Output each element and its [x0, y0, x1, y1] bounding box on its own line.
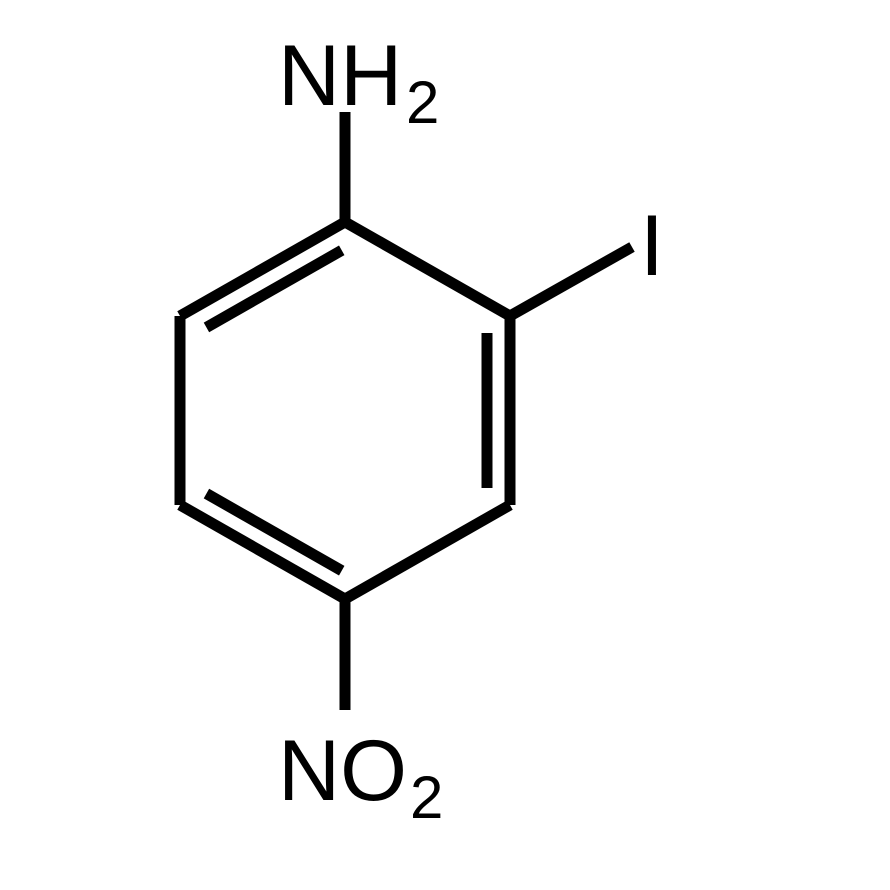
- label-I: I: [640, 198, 664, 294]
- label-main: NO: [278, 723, 407, 819]
- label-main: I: [640, 198, 664, 294]
- background: [0, 0, 890, 890]
- label-sub: 2: [410, 764, 443, 831]
- label-sub: 2: [406, 69, 439, 136]
- label-main: NH: [278, 28, 402, 124]
- molecule-diagram: NH2INO2: [0, 0, 890, 890]
